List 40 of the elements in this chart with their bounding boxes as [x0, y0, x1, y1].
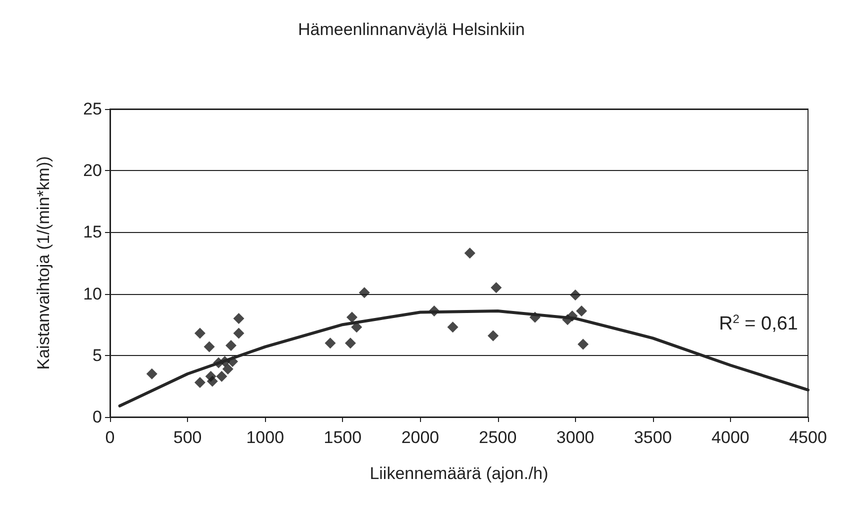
point	[488, 330, 499, 342]
point	[233, 328, 244, 339]
point	[194, 328, 206, 339]
y-tick-label: 5	[92, 346, 102, 365]
point	[358, 287, 370, 298]
y-tick-label: 25	[83, 100, 102, 118]
y-tick-label: 0	[92, 408, 102, 426]
point	[576, 306, 588, 317]
y-tick-label: 20	[83, 161, 102, 180]
point	[216, 370, 228, 382]
point	[146, 368, 158, 380]
y-tick-label: 15	[83, 222, 102, 242]
y-tick-label: 10	[83, 284, 102, 304]
x-tick-label: 0	[105, 428, 115, 447]
point	[344, 338, 356, 349]
point	[204, 341, 215, 352]
point	[570, 290, 581, 301]
x-tick-label: 1500	[324, 428, 362, 447]
point	[464, 248, 476, 259]
x-tick-label: 3000	[556, 428, 594, 447]
x-tick-label: 4500	[789, 428, 827, 447]
x-tick-label: 500	[173, 428, 202, 447]
point	[205, 370, 216, 382]
point	[490, 282, 502, 294]
point	[324, 338, 336, 349]
x-tick-label: 4000	[712, 428, 750, 447]
point	[194, 377, 206, 388]
x-tick-label: 2500	[478, 428, 517, 447]
point	[346, 312, 358, 323]
x-tick-label: 2000	[401, 428, 440, 447]
y-axis-title: Kaistanvaihtoja (1/(min*km))	[34, 156, 53, 370]
point	[578, 338, 589, 350]
x-tick-label: 3500	[634, 428, 672, 447]
point	[222, 363, 234, 374]
point	[447, 322, 458, 333]
chart-title: Hämeenlinnanväylä Helsinkiin	[298, 20, 525, 39]
x-axis-title: Liikennemäärä (ajon./h)	[370, 464, 548, 483]
x-tick-label: 1000	[246, 428, 284, 447]
point	[225, 340, 236, 352]
point	[233, 312, 244, 324]
